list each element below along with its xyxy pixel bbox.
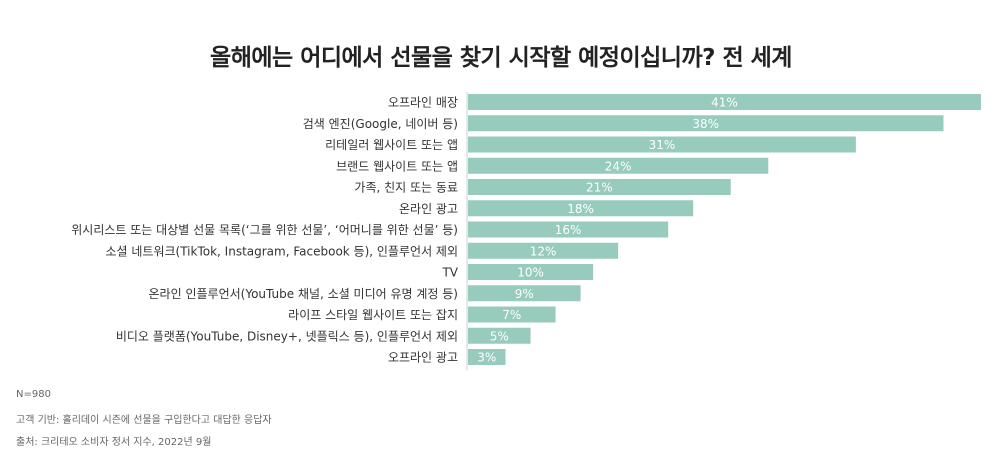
bar: [468, 179, 731, 195]
bar: [468, 327, 531, 344]
bar: [468, 157, 769, 174]
category-label: 리테일러 웹사이트 또는 앱: [325, 138, 458, 152]
bar-value-label: 10%: [517, 266, 544, 280]
category-label: 소셜 네트워크(TikTok, Instagram, Facebook 등), …: [105, 244, 458, 258]
bar-value-label: 18%: [567, 202, 594, 216]
category-label: 라이프 스타일 웹사이트 또는 잡지: [288, 308, 458, 322]
bar-value-label: 16%: [555, 223, 582, 237]
category-label: 브랜드 웹사이트 또는 앱: [336, 159, 458, 173]
sample-size-note: N=980: [16, 389, 51, 400]
bar: [468, 200, 694, 217]
chart-title: 올해에는 어디에서 선물을 찾기 시작할 예정이십니까? 전 세계: [210, 45, 792, 71]
bar: [468, 221, 669, 238]
bar-value-label: 9%: [515, 287, 534, 301]
bar-value-label: 38%: [692, 117, 719, 131]
category-label: 비디오 플랫폼(YouTube, Disney+, 넷플릭스 등), 인플루언서…: [116, 329, 458, 343]
base-note: 고객 기반: 홀리데이 시즌에 선물을 구입한다고 대답한 응답자: [16, 415, 272, 426]
bar-value-label: 12%: [530, 244, 557, 258]
bar-value-label: 7%: [502, 308, 521, 322]
bar-value-label: 3%: [477, 351, 496, 365]
bar-value-label: 5%: [490, 329, 509, 343]
bar-value-label: 41%: [711, 96, 738, 110]
category-label: TV: [441, 266, 458, 280]
bar: [468, 306, 556, 323]
category-label: 오프라인 광고: [388, 351, 458, 365]
category-label: 가족, 친지 또는 동료: [354, 181, 458, 195]
category-label: 검색 엔진(Google, 네이버 등): [303, 117, 458, 131]
category-label: 오프라인 매장: [388, 96, 458, 110]
bar: [468, 285, 581, 302]
bar: [468, 136, 856, 153]
category-label: 온라인 광고: [399, 202, 458, 216]
bar: [468, 242, 619, 259]
bar: [468, 349, 506, 365]
bar: [468, 94, 981, 110]
category-label: 온라인 인플루언서(YouTube 채널, 소셜 미디어 유명 계정 등): [149, 287, 458, 301]
bar: [468, 115, 944, 132]
category-label: 위시리스트 또는 대상별 선물 목록(‘그를 위한 선물’, ‘어머니를 위한 …: [71, 223, 458, 237]
bar-value-label: 31%: [649, 138, 676, 152]
bar-value-label: 24%: [605, 159, 632, 173]
bar-value-label: 21%: [586, 181, 613, 195]
bar: [468, 264, 594, 280]
source-note: 출처: 크리테오 소비자 정서 지수, 2022년 9월: [16, 437, 212, 448]
